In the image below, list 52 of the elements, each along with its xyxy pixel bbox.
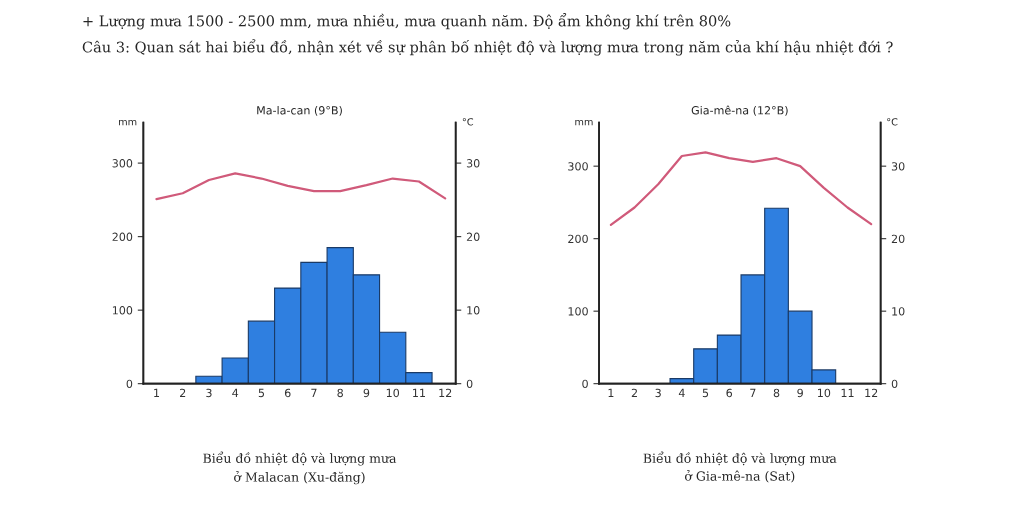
y-tick-label: 100 <box>568 307 588 316</box>
x-tick-label: 9 <box>797 388 803 398</box>
x-tick-label: 8 <box>773 388 780 398</box>
x-tick-label: 8 <box>337 388 343 398</box>
line-series <box>609 151 873 227</box>
y2-axis-title: °C <box>462 118 474 126</box>
y-tick-label: 300 <box>568 162 588 171</box>
y-tick-label: 0 <box>126 379 133 389</box>
x-tick-label: 12 <box>865 388 878 397</box>
x-tick-label: 4 <box>678 388 685 397</box>
text: + Lượng mưa 1500 - 2500 mm, mưa nhiều, mưa quanh năm. Độ ẩm không khí trên 80% <box>83 13 731 30</box>
x-tick-label: 11 <box>841 388 854 397</box>
line-series <box>155 172 447 201</box>
x-tick-label: 3 <box>655 388 661 398</box>
y2-tick-label: 30 <box>466 159 480 168</box>
x-tick-label: 1 <box>608 388 614 397</box>
y2-tick-label: 0 <box>891 379 898 389</box>
y2-tick-label: 20 <box>466 232 480 242</box>
x-tick-label: 10 <box>386 388 400 398</box>
x-tick-label: 2 <box>631 388 637 397</box>
y2-tick-label: 10 <box>892 307 905 316</box>
x-tick-label: 12 <box>439 388 452 397</box>
text: Biểu đồ nhiệt độ và lượng mưa ở Malacan (Xu-đăng) <box>203 451 397 485</box>
chart-title: Gia-mê-na (12°B) <box>691 105 788 116</box>
y2-tick-label: 0 <box>466 379 473 389</box>
x-tick-label: 5 <box>702 388 709 398</box>
x-tick-label: 11 <box>413 388 425 397</box>
x-tick-label: 3 <box>206 388 212 398</box>
x-tick-label: 7 <box>750 388 756 397</box>
y-tick-label: 300 <box>112 159 133 168</box>
y-axis-title: mm <box>575 119 593 126</box>
x-tick-label: 7 <box>311 388 317 397</box>
x-tick-label: 9 <box>363 388 370 398</box>
x-tick-label: 1 <box>154 388 159 397</box>
y-tick-label: 200 <box>112 232 133 242</box>
x-tick-label: 5 <box>258 388 265 398</box>
text: Biểu đồ nhiệt độ và lượng mưa ở Gia-mê-na (Sat) <box>643 451 837 483</box>
y-axis-title: mm <box>119 119 137 126</box>
x-tick-label: 10 <box>818 388 831 398</box>
y-tick-label: 200 <box>568 234 588 244</box>
x-tick-label: 6 <box>284 388 291 398</box>
text: Câu 3: Quan sát hai biểu đồ, nhận xét về sự phân bố nhiệt độ và lượng mưa trong năm của khí hậu nhiệt đới ? <box>82 39 893 56</box>
y-tick-label: 100 <box>112 306 133 315</box>
y2-tick-label: 30 <box>891 162 905 171</box>
y2-axis-title: °C <box>887 118 898 126</box>
x-tick-label: 6 <box>726 388 733 398</box>
x-tick-label: 4 <box>232 388 239 397</box>
x-tick-label: 2 <box>180 388 186 397</box>
y2-tick-label: 10 <box>467 306 480 315</box>
y2-tick-label: 20 <box>891 234 905 244</box>
y-tick-label: 0 <box>582 379 588 389</box>
chart-title: Ma-la-can (9°B) <box>257 105 342 116</box>
